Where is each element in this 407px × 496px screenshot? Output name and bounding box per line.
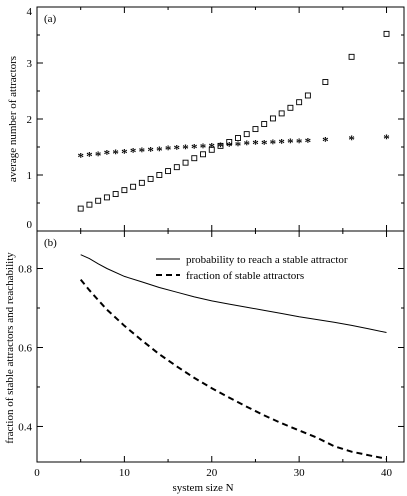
panel-a-ylabel: average number of attractors	[7, 56, 19, 182]
data-point-asterisk: *	[121, 146, 128, 161]
legend-label-solid: probability to reach a stable attractor	[186, 254, 348, 266]
panel-b-label: (b)	[44, 237, 57, 249]
data-point-asterisk: *	[156, 143, 163, 158]
data-point-asterisk: *	[261, 137, 268, 152]
panel-b-xtick-label: 30	[294, 467, 306, 479]
data-point-square	[208, 146, 215, 153]
data-point-square	[77, 205, 84, 212]
data-point-asterisk: *	[191, 141, 198, 156]
panel-a-frame	[36, 6, 405, 232]
data-point-square	[138, 179, 145, 186]
data-point-asterisk: *	[217, 139, 224, 154]
data-point-asterisk: *	[86, 148, 93, 163]
data-point-asterisk: *	[112, 146, 119, 161]
data-point-asterisk: *	[139, 144, 146, 159]
data-point-square	[182, 159, 189, 166]
panel-b-ytick-label: 0.8	[18, 264, 32, 276]
data-point-square	[165, 168, 172, 175]
data-point-asterisk: *	[77, 150, 84, 165]
panel-b-ylabel: fraction of stable attractors and reacha…	[4, 252, 16, 444]
panel-b-xtick-label: 40	[381, 467, 393, 479]
data-point-square	[173, 164, 180, 171]
data-point-asterisk: *	[278, 136, 285, 151]
data-point-asterisk: *	[209, 139, 216, 154]
panel-b-ticks: 0 10 20 30 40 0.4 0.6 0.8	[18, 231, 404, 479]
panel-b-ytick-label: 0.4	[18, 421, 32, 433]
data-point-square	[156, 172, 163, 178]
data-point-square	[130, 183, 137, 190]
panel-a-ytick-label: 0	[27, 219, 33, 231]
data-point-square	[296, 99, 303, 106]
panel-a-ticks: 0 1 2 3 4	[27, 6, 404, 231]
panel-a-ytick-label: 1	[27, 170, 33, 182]
data-point-square	[322, 79, 329, 85]
panel-b-legend: probability to reach a stable attractor …	[156, 254, 348, 282]
panel-b-frame	[36, 230, 405, 463]
legend-label-dashed: fraction of stable attractors	[186, 270, 304, 282]
data-point-square	[348, 53, 355, 60]
data-point-asterisk: *	[322, 133, 329, 148]
data-point-square	[121, 187, 128, 194]
data-point-square	[278, 110, 285, 117]
data-point-asterisk: *	[270, 136, 277, 151]
data-point-square	[95, 197, 102, 204]
data-point-square	[191, 155, 198, 162]
data-point-asterisk: *	[287, 135, 294, 150]
panel-b: (b) fraction of stable attractors and re…	[4, 230, 405, 494]
data-point-square	[269, 115, 276, 122]
panel-b-ytick-label: 0.6	[18, 342, 32, 354]
panel-a-marks: * * * * * * * * * * * * * * * * * * * * * * * * * * * * * *	[77, 30, 390, 212]
data-point-asterisk: *	[95, 148, 102, 163]
data-point-asterisk: *	[147, 143, 154, 158]
panel-b-xtick-label: 0	[34, 467, 40, 479]
panel-b-xtick-label: 10	[119, 467, 131, 479]
panel-a: (a) average number of attractors 0 1 2 3 4 *…	[7, 6, 405, 232]
data-point-asterisk: *	[235, 138, 242, 153]
data-point-square	[252, 126, 259, 133]
panel-a-ytick-label: 2	[27, 114, 33, 126]
data-point-asterisk: *	[226, 138, 233, 153]
data-point-square	[287, 104, 294, 111]
data-point-asterisk: *	[130, 144, 137, 159]
data-point-square	[226, 139, 233, 145]
data-point-square	[112, 191, 119, 197]
panel-b-xlabel: system size N	[172, 482, 233, 494]
data-point-asterisk: *	[243, 137, 250, 152]
panel-a-ytick-label: 3	[27, 58, 33, 70]
data-point-square	[217, 142, 224, 149]
panel-b-xtick-label: 20	[206, 467, 218, 479]
data-point-square	[200, 151, 206, 158]
data-point-square	[383, 30, 390, 37]
data-point-square	[304, 92, 311, 99]
data-point-asterisk: *	[383, 131, 390, 146]
data-point-square	[86, 201, 93, 208]
data-point-asterisk: *	[174, 142, 181, 157]
series-line-reach-probability	[80, 254, 387, 333]
data-point-square	[261, 121, 268, 127]
data-point-asterisk: *	[165, 142, 172, 157]
data-point-asterisk: *	[182, 141, 189, 156]
data-point-asterisk: *	[200, 140, 207, 155]
data-point-square	[235, 135, 241, 141]
data-point-square	[103, 194, 110, 201]
data-point-asterisk: *	[252, 137, 259, 152]
data-point-asterisk: *	[104, 147, 111, 162]
series-line-stable-fraction	[79, 278, 387, 460]
data-point-square	[147, 175, 154, 182]
data-point-asterisk: *	[305, 134, 312, 149]
data-point-asterisk: *	[296, 135, 303, 150]
data-point-square	[243, 131, 250, 138]
panel-a-ytick-label: 4	[27, 6, 33, 18]
panel-b-marks	[79, 254, 387, 460]
data-point-asterisk: *	[348, 132, 355, 147]
panel-a-label: (a)	[44, 13, 57, 25]
